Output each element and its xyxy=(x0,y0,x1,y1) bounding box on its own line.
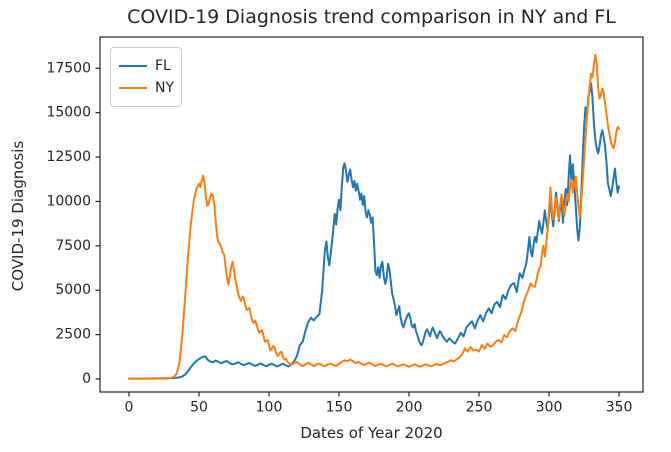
ny-line xyxy=(128,54,621,380)
y-axis-tick-label: 0 xyxy=(82,371,91,387)
x-axis-tick-label: 100 xyxy=(256,400,283,416)
x-axis-label: Dates of Year 2020 xyxy=(300,424,443,442)
x-axis-tick-label: 150 xyxy=(326,400,353,416)
y-axis-tick-label: 10000 xyxy=(46,193,91,209)
fl-line xyxy=(128,82,621,380)
y-axis-tick-label: 5000 xyxy=(55,282,91,298)
x-axis-tick-label: 350 xyxy=(606,400,633,416)
x-axis-tick-label: 250 xyxy=(466,400,493,416)
x-axis-tick-label: 200 xyxy=(396,400,423,416)
x-axis-tick-label: 300 xyxy=(536,400,563,416)
legend-item-fl: FL xyxy=(119,55,181,77)
y-axis-tick-label: 15000 xyxy=(46,105,91,121)
y-axis-tick-label: 12500 xyxy=(46,149,91,165)
y-axis-tick-label: 2500 xyxy=(55,327,91,343)
legend-label-fl: FL xyxy=(155,58,171,74)
y-axis-tick-label: 7500 xyxy=(55,238,91,254)
y-axis-tick-label: 17500 xyxy=(46,60,91,76)
y-axis-label: COVID-19 Diagnosis xyxy=(9,140,27,292)
fl-line-swatch xyxy=(119,65,147,67)
legend: FL NY xyxy=(110,47,182,107)
x-axis-tick-label: 50 xyxy=(190,400,208,416)
x-axis-tick-label: 0 xyxy=(125,400,134,416)
ny-line-swatch xyxy=(119,87,147,89)
axes-frame xyxy=(99,36,644,393)
legend-label-ny: NY xyxy=(155,80,175,96)
chart-title: COVID-19 Diagnosis trend comparison in N… xyxy=(127,6,616,28)
legend-item-ny: NY xyxy=(119,77,181,99)
